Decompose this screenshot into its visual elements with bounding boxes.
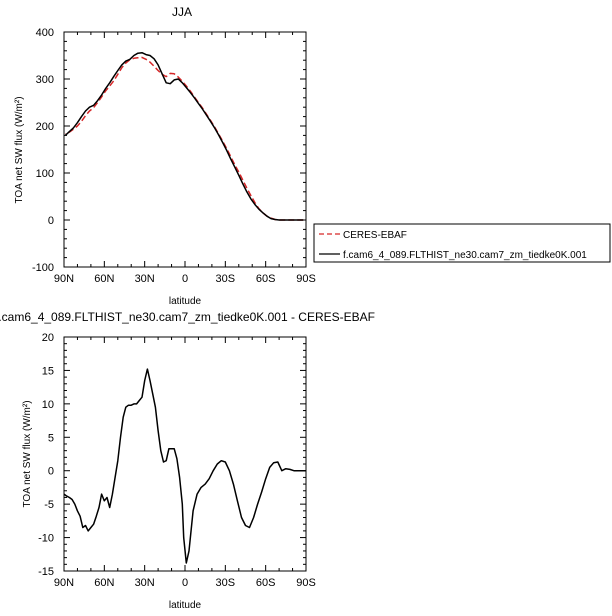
x-tick-label: 30S [216,577,236,589]
x-tick-label: 90S [296,577,316,589]
series-line-1 [64,56,304,221]
bottom-series-layer [63,368,306,564]
x-tick-label: 60S [256,273,276,285]
x-tick-label: 60N [94,577,114,589]
x-tick-label: 60S [256,577,276,589]
x-tick-label: 30S [216,273,236,285]
bottom-y-ticks: -15 -10 -5 0 5 10 15 20 [38,332,306,578]
top-chart-title: JJA [172,5,192,19]
legend-label-ceres: CERES-EBAF [343,230,407,241]
series-line-1 [63,368,306,564]
y-tick-label: 300 [36,74,54,86]
x-tick-label: 0 [182,273,188,285]
top-x-ticks: 90N 60N 30N 0 30S 60S 90S [54,32,316,285]
y-tick-label: -5 [44,499,54,511]
y-tick-label: 20 [42,332,54,344]
x-tick-label: 90N [54,577,74,589]
y-tick-label: 15 [42,365,54,377]
y-tick-label: 5 [48,432,54,444]
y-tick-label: 10 [42,399,54,411]
y-tick-label: -10 [38,533,54,545]
x-tick-label: 30N [135,577,155,589]
top-y-ticks: -100 0 100 200 300 400 [32,27,306,274]
bottom-y-axis-label: TOA net SW flux (W/m²) [22,400,33,507]
top-panel: JJA 90N 60N 30N 0 30S 60S 90S -100 0 100 200 300 40… [14,5,611,307]
bottom-chart-title: f.cam6_4_089.FLTHIST_ne30.cam7_zm_tiedke… [0,310,375,324]
legend-box [313,223,611,263]
bottom-panel: f.cam6_4_089.FLTHIST_ne30.cam7_zm_tiedke… [0,310,375,611]
bottom-x-axis-label: latitude [169,600,202,611]
top-series-layer [64,51,304,221]
y-tick-label: 0 [48,466,54,478]
legend-label-model: f.cam6_4_089.FLTHIST_ne30.cam7_zm_tiedke… [343,250,587,261]
x-tick-label: 60N [94,273,114,285]
x-tick-label: 30N [135,273,155,285]
bottom-plot-frame [63,336,307,572]
y-tick-label: 400 [36,27,54,39]
legend: CERES-EBAF f.cam6_4_089.FLTHIST_ne30.cam… [313,223,611,263]
top-x-axis-label: latitude [169,296,202,307]
y-tick-label: 100 [36,168,54,180]
x-tick-label: 90S [296,273,316,285]
series-line-2 [64,51,304,221]
y-tick-label: 0 [48,215,54,227]
x-tick-label: 90N [54,273,74,285]
y-tick-label: -15 [38,566,54,578]
x-tick-label: 0 [182,577,188,589]
top-plot-frame [63,31,307,268]
bottom-x-ticks: 90N 60N 30N 0 30S 60S 90S [54,337,316,589]
y-tick-label: -100 [32,262,54,274]
top-y-axis-label: TOA net SW flux (W/m²) [14,96,25,203]
y-tick-label: 200 [36,121,54,133]
